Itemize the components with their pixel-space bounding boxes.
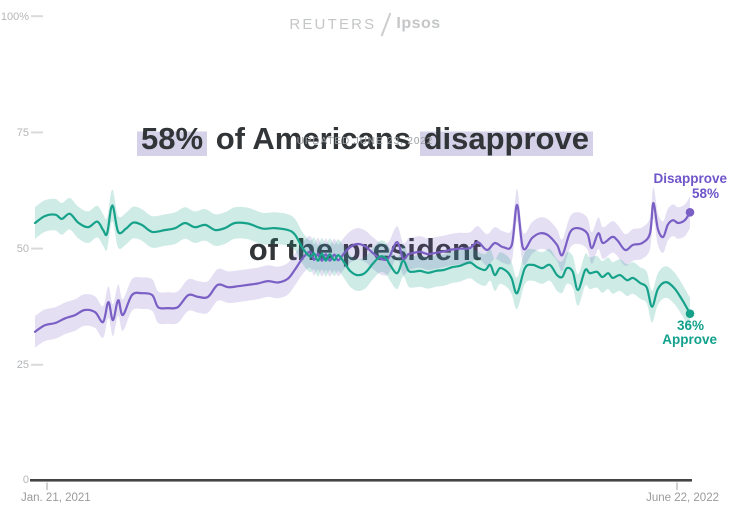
- chart-title-line2: of the president: [0, 231, 730, 268]
- ipsos-wordmark: Ipsos: [396, 15, 441, 32]
- x-axis-end-label: June 22, 2022: [646, 492, 719, 504]
- y-axis-tick-label-50: 50: [16, 243, 29, 255]
- approve-end-value-label: 36%: [676, 318, 704, 333]
- x-axis-start-label: Jan. 21, 2021: [21, 492, 91, 504]
- title-highlight-disapprove: disapprove: [419, 121, 593, 156]
- chart-subtitle: UPDATED JUNE 23, 2022: [296, 136, 434, 147]
- title-join-text: of Americans: [207, 121, 420, 156]
- disapprove-series-label: Disapprove: [653, 171, 727, 186]
- disapprove-end-value-label: 58%: [691, 186, 719, 201]
- reuters-wordmark: REUTERS: [289, 15, 377, 33]
- chart-title: 58% of Americans disapprove of the presi…: [0, 46, 730, 342]
- approve-series-label: Approve: [662, 332, 717, 347]
- chart-title-line1: 58% of Americans disapprove: [0, 120, 730, 157]
- y-axis-tick-label-100: 100%: [0, 11, 29, 23]
- y-axis-tick-label-25: 25: [16, 359, 29, 371]
- y-axis-tick-label-75: 75: [16, 127, 29, 139]
- title-highlight-58: 58%: [137, 121, 208, 156]
- reuters-ipsos-logo: REUTERS Ipsos: [0, 10, 730, 38]
- y-axis-tick-label-0: 0: [22, 474, 29, 486]
